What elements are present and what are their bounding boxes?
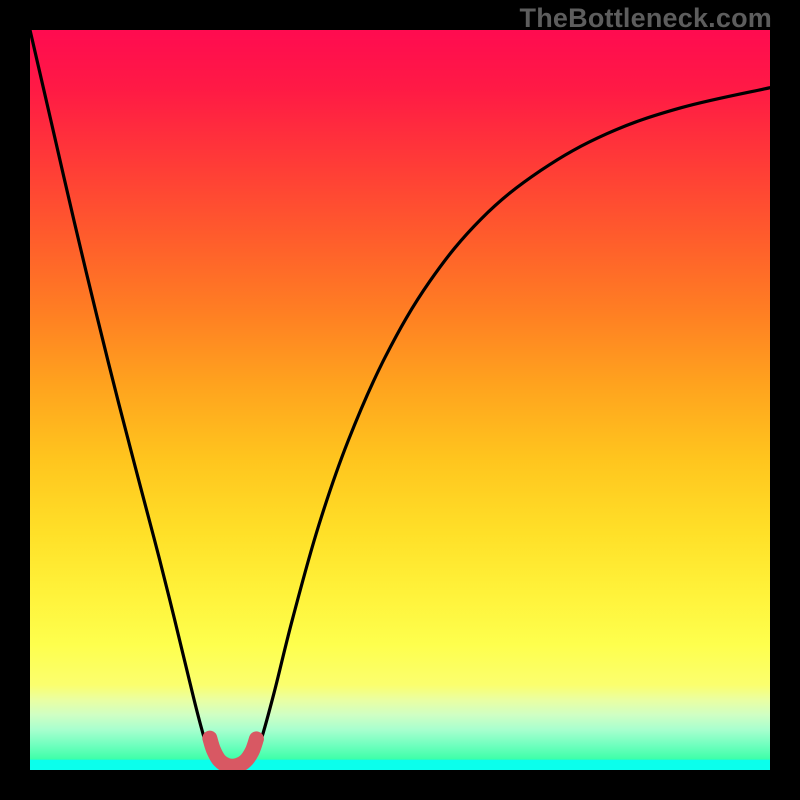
- watermark-text: TheBottleneck.com: [520, 3, 772, 34]
- gradient-bottom-strip: [30, 760, 770, 770]
- bottleneck-chart: [30, 30, 770, 770]
- gradient-background: [30, 30, 770, 770]
